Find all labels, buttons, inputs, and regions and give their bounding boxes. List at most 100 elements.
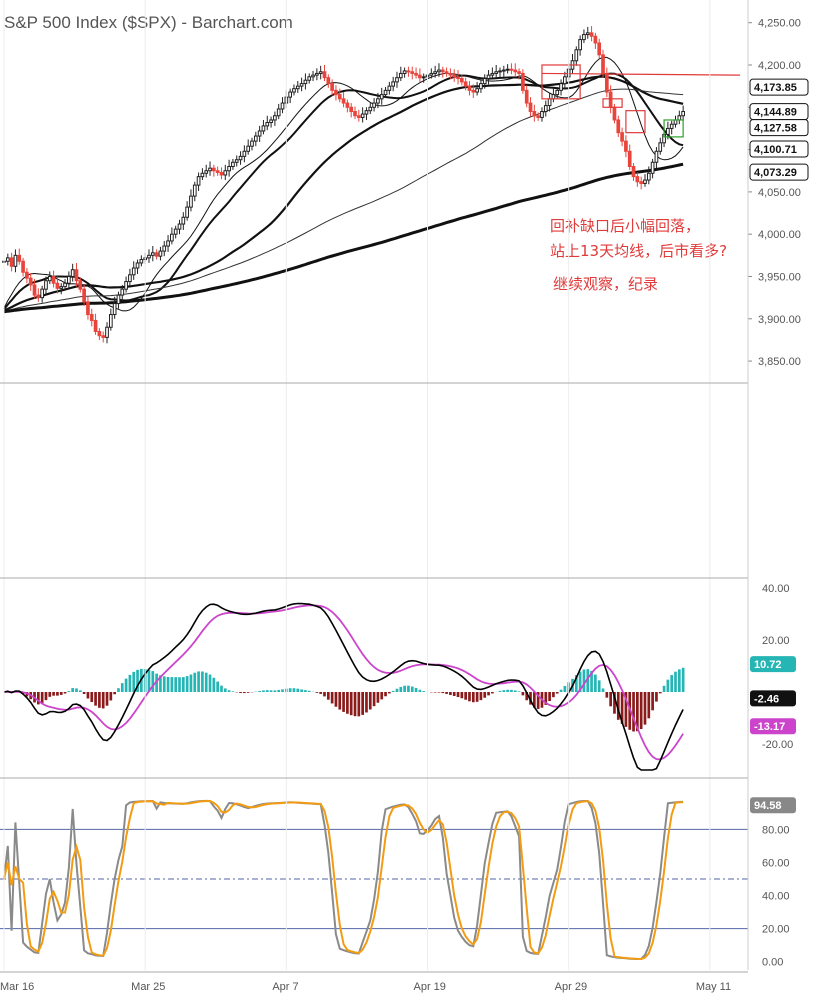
- candle-body: [597, 42, 602, 56]
- candle-body: [379, 94, 384, 100]
- x-tick-label: Apr 29: [555, 981, 587, 993]
- stoch-tick-label: 40.00: [762, 891, 790, 903]
- candle-body: [383, 89, 388, 96]
- price-badge-label: 4,127.58: [754, 123, 797, 135]
- annotation: 回补缺口后小幅回落， 站上13天均线，后市看多? 继续观察，纪录: [550, 217, 727, 293]
- gap-box-2: [602, 98, 623, 108]
- candle-body: [200, 172, 205, 178]
- stoch-k-line: [3, 799, 684, 960]
- annotation-line-3: 继续观察，纪录: [553, 275, 658, 293]
- candle-body: [353, 111, 357, 117]
- candle-body: [513, 69, 518, 73]
- candle-body: [147, 254, 151, 259]
- candle-body: [448, 72, 453, 76]
- candle-body: [574, 49, 579, 62]
- candle-body: [288, 91, 292, 98]
- macd-line: [3, 602, 684, 771]
- candle-body: [215, 170, 220, 173]
- candle-body: [269, 119, 273, 124]
- candle-body: [166, 240, 170, 247]
- candle-body: [631, 166, 636, 178]
- candle-body: [444, 71, 449, 74]
- candle-body: [585, 32, 590, 36]
- macd-badge-label: 10.72: [754, 659, 782, 671]
- moving-average-50: [3, 75, 684, 312]
- price-badge-label: 4,073.29: [754, 167, 797, 179]
- stoch-tick-label: 20.00: [762, 924, 790, 936]
- x-axis: Mar 16 Mar 25 Apr 7 Apr 19 Apr 29 May 11: [0, 0, 748, 993]
- macd-badge-label: -13.17: [754, 721, 785, 733]
- candle-body: [330, 83, 334, 91]
- candle-body: [669, 123, 674, 129]
- candle-body: [460, 78, 464, 83]
- candle-body: [547, 98, 552, 107]
- candle-body: [517, 71, 521, 74]
- candle-body: [387, 85, 392, 91]
- macd-badge: [750, 718, 796, 735]
- price-tick-label: 3,850.00: [758, 356, 801, 368]
- candle-body: [89, 314, 94, 321]
- candle-body: [658, 142, 663, 152]
- stoch-badge-label: 94.58: [754, 800, 782, 812]
- candle-body: [475, 88, 479, 93]
- candle-body: [36, 294, 41, 299]
- candle-body: [105, 326, 109, 338]
- candle-body: [238, 155, 243, 161]
- candle-body: [364, 110, 369, 115]
- candle-body: [5, 257, 10, 262]
- candle-body: [627, 150, 632, 168]
- candle-body: [17, 254, 22, 262]
- candle-body: [59, 286, 64, 289]
- candle-body: [40, 288, 44, 299]
- candle-body: [185, 206, 189, 218]
- x-tick-label: May 11: [696, 981, 731, 993]
- candle-body: [479, 83, 483, 90]
- candle-body: [440, 69, 445, 73]
- candle-body: [486, 74, 491, 80]
- candle-body: [624, 140, 628, 152]
- candle-body: [410, 71, 415, 74]
- candle-body: [261, 125, 266, 132]
- candle-body: [295, 85, 300, 90]
- candle-body: [635, 176, 640, 183]
- candle-body: [242, 150, 247, 157]
- candle-body: [246, 145, 251, 152]
- candle-body: [391, 81, 396, 87]
- price-badge: [749, 119, 809, 137]
- price-tick-label: 3,950.00: [758, 271, 801, 283]
- candle-body: [673, 119, 678, 125]
- candle-body: [250, 140, 254, 147]
- candle-body: [276, 108, 281, 117]
- macd-tick-label: -20.00: [762, 739, 793, 751]
- candle-body: [93, 319, 98, 332]
- candle-body: [307, 76, 312, 81]
- candle-body: [101, 335, 106, 338]
- candle-body: [341, 98, 346, 104]
- candle-body: [608, 91, 613, 108]
- candle-body: [616, 119, 621, 134]
- candle-body: [551, 94, 556, 100]
- candle-body: [67, 275, 71, 284]
- candle-body: [501, 69, 506, 72]
- candle-body: [524, 89, 529, 104]
- x-tick-label: Mar 25: [131, 981, 165, 993]
- candle-body: [395, 77, 399, 83]
- candle-body: [82, 288, 86, 303]
- candle-body: [44, 280, 48, 290]
- candle-body: [345, 102, 350, 108]
- candle-body: [681, 111, 685, 117]
- candle-body: [368, 106, 373, 112]
- candle-body: [47, 275, 52, 282]
- candle-body: [318, 71, 323, 74]
- candle-body: [86, 301, 90, 316]
- candle-body: [112, 303, 117, 316]
- candle-body: [360, 113, 365, 118]
- candle-body: [315, 72, 319, 76]
- candle-body: [257, 130, 262, 137]
- candle-body: [311, 74, 315, 78]
- moving-average-13: [3, 56, 684, 312]
- candle-body: [9, 257, 14, 267]
- candle-body: [490, 72, 495, 76]
- gap-box-1: [541, 64, 581, 100]
